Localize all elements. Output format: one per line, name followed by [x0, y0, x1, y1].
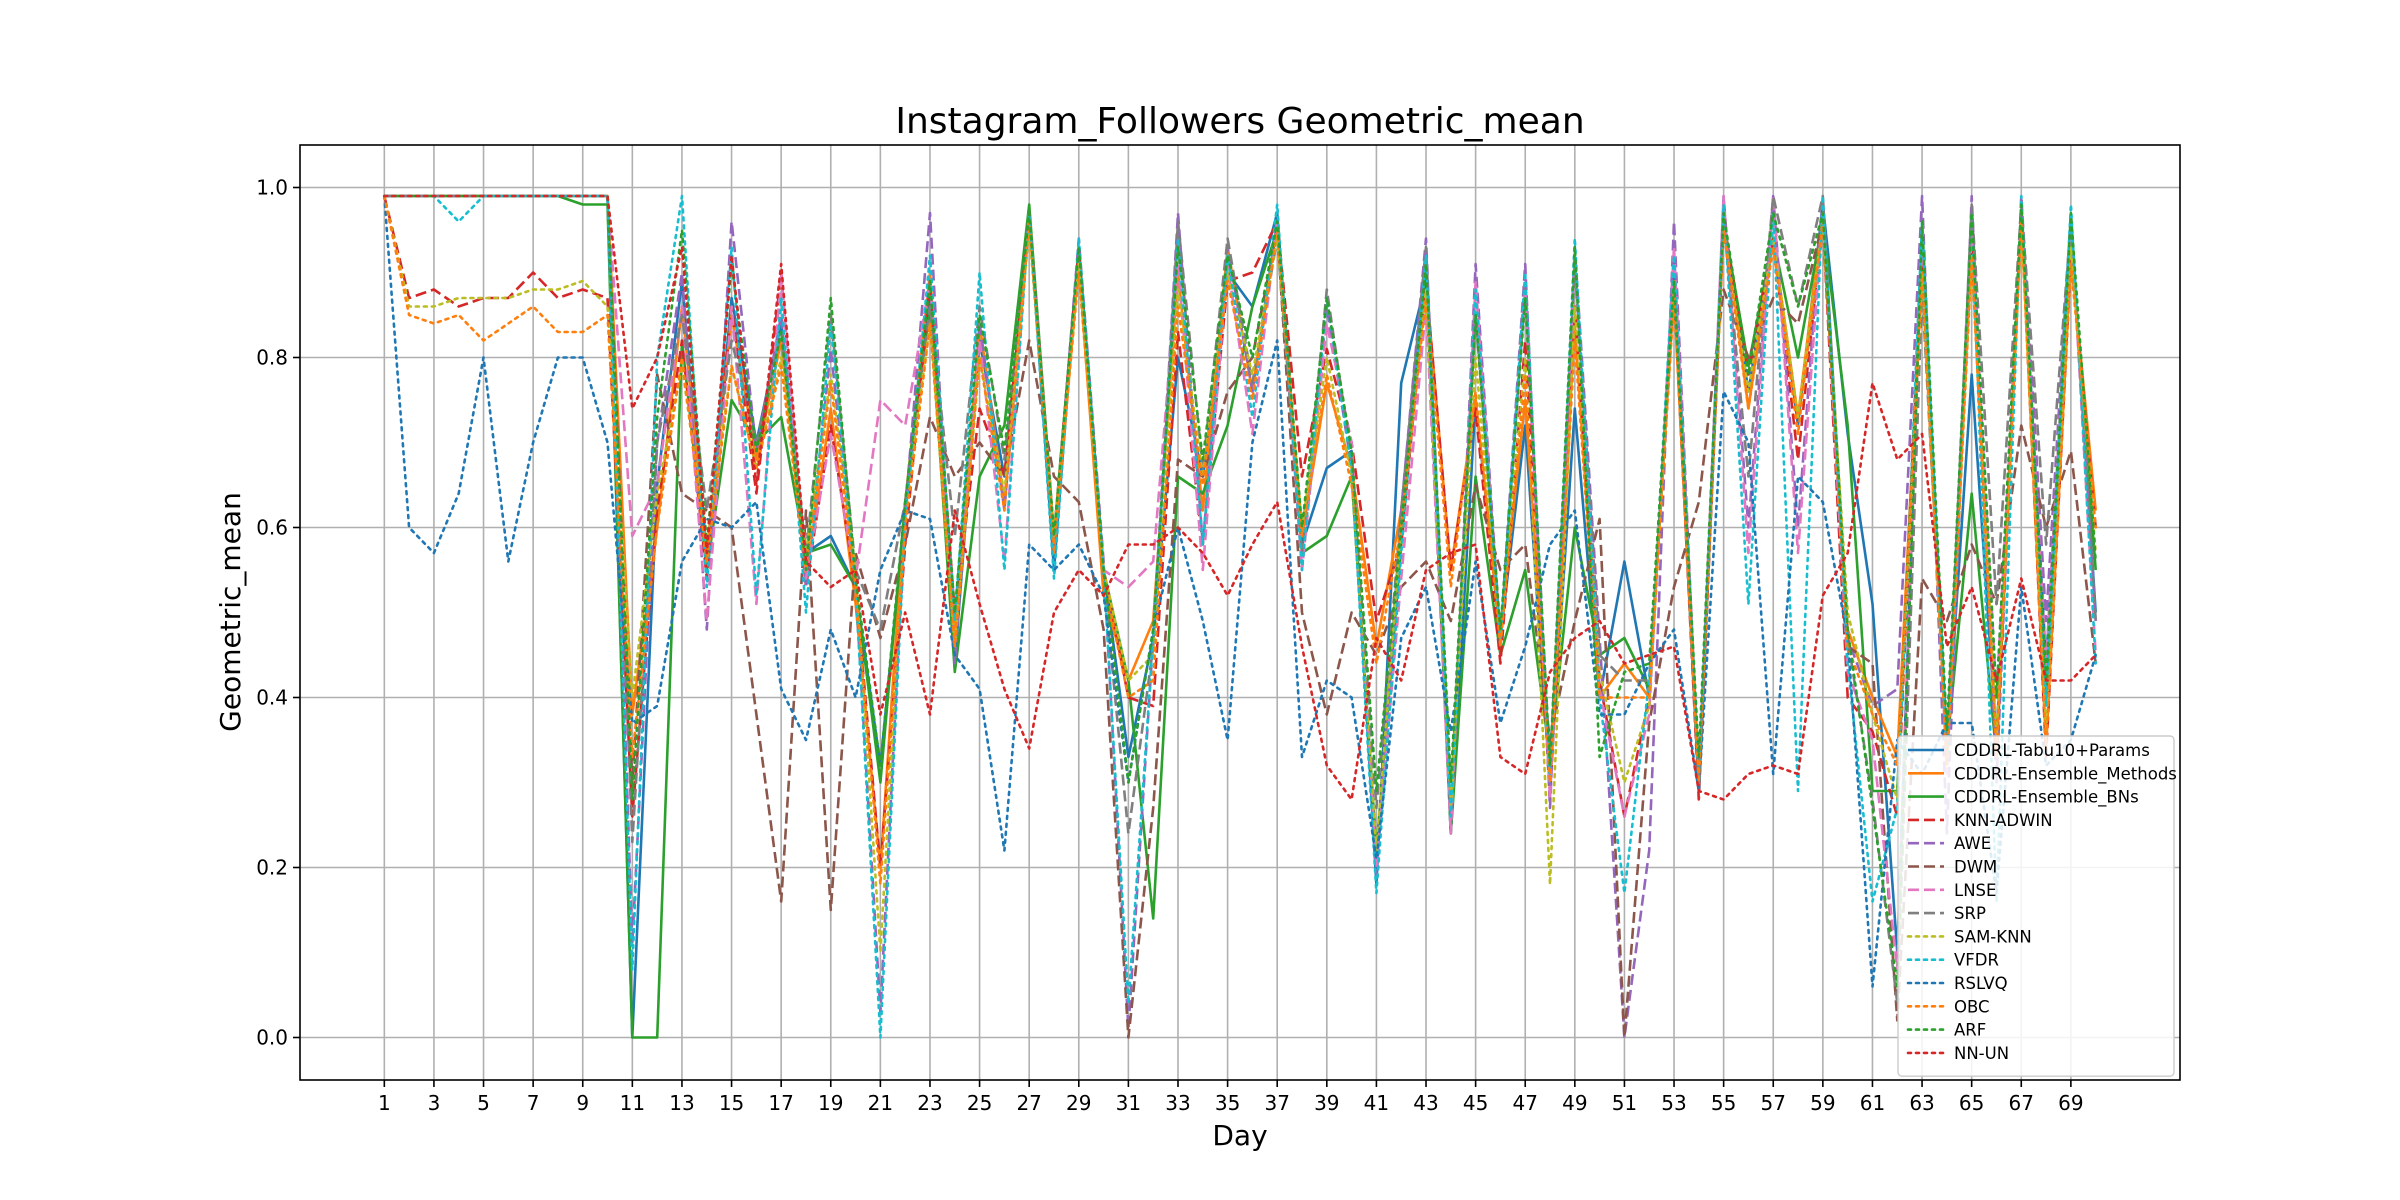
legend-label: NN-UN [1954, 1044, 2009, 1063]
x-tick-label: 11 [620, 1091, 645, 1115]
x-tick-label: 67 [2009, 1091, 2034, 1115]
x-axis-ticks: 1 3 5 7 9 11 13 15 17 19 21 23 25 27 29 31 33 35 37 39 41 43 4… [378, 1080, 2084, 1115]
x-tick-label: 63 [1909, 1091, 1934, 1115]
x-tick-label: 19 [818, 1091, 843, 1115]
x-tick-label: 3 [428, 1091, 441, 1115]
legend-box [1897, 735, 2175, 1077]
series-line-sam-knn [382, 194, 2097, 954]
x-tick-label: 49 [1562, 1091, 1587, 1115]
x-tick-label: 55 [1711, 1091, 1736, 1115]
legend-label: RSLVQ [1954, 974, 2008, 993]
x-tick-label: 57 [1761, 1091, 1786, 1115]
legend-label: ARF [1954, 1021, 1986, 1040]
x-tick-label: 31 [1116, 1091, 1141, 1115]
x-tick-label: 69 [2058, 1091, 2083, 1115]
series-line-arf [382, 194, 2097, 988]
x-tick-label: 37 [1264, 1091, 1289, 1115]
x-tick-label: 43 [1413, 1091, 1438, 1115]
x-tick-label: 59 [1810, 1091, 1835, 1115]
x-tick-label: 51 [1612, 1091, 1637, 1115]
series-line-knn-adwin [383, 195, 2097, 869]
series-line-srp [384, 194, 2097, 1005]
legend-label: CDDRL-Ensemble_Methods [1954, 764, 2177, 784]
y-tick-label: 0.2 [256, 856, 288, 880]
x-tick-label: 5 [477, 1091, 490, 1115]
series-line-nn-un [382, 194, 2097, 801]
x-tick-label: 33 [1165, 1091, 1190, 1115]
chart-title: Instagram_Followers Geometric_mean [895, 101, 1584, 142]
x-tick-label: 25 [967, 1091, 992, 1115]
series-line-dwm [384, 194, 2097, 1039]
y-axis-label: Geometric_mean [214, 492, 247, 732]
legend: CDDRL-Tabu10+Params CDDRL-Ensemble_Method… [1897, 735, 2177, 1077]
series-line-awe [384, 194, 2097, 1039]
x-tick-label: 9 [576, 1091, 589, 1115]
legend-label: DWM [1954, 858, 1997, 877]
x-tick-label: 7 [527, 1091, 540, 1115]
legend-label: CDDRL-Ensemble_BNs [1954, 788, 2139, 808]
y-tick-label: 0.4 [256, 686, 288, 710]
x-tick-label: 39 [1314, 1091, 1339, 1115]
y-tick-label: 0.6 [256, 516, 288, 540]
plot-frame [299, 144, 2181, 1081]
legend-label: AWE [1954, 834, 1991, 853]
legend-label: LNSE [1954, 881, 1996, 900]
legend-label: VFDR [1954, 951, 1999, 970]
x-tick-label: 29 [1066, 1091, 1091, 1115]
x-tick-label: 41 [1364, 1091, 1389, 1115]
legend-label: SAM-KNN [1954, 927, 2032, 946]
x-tick-label: 53 [1661, 1091, 1686, 1115]
series-line-obc [382, 194, 2097, 886]
y-tick-label: 0.0 [256, 1026, 288, 1050]
series-line-cddrl-ensemble-bns [384, 194, 2097, 1039]
x-tick-label: 45 [1463, 1091, 1488, 1115]
x-tick-label: 1 [378, 1091, 391, 1115]
series-lines [382, 194, 2097, 1039]
x-tick-label: 61 [1860, 1091, 1885, 1115]
y-tick-label: 1.0 [256, 176, 288, 200]
legend-label: OBC [1954, 997, 1990, 1016]
x-tick-label: 23 [917, 1091, 942, 1115]
x-tick-label: 35 [1215, 1091, 1240, 1115]
y-tick-label: 0.8 [256, 346, 288, 370]
x-tick-label: 17 [768, 1091, 793, 1115]
series-line-lnse [384, 194, 2097, 971]
x-tick-label: 47 [1512, 1091, 1537, 1115]
series-line-rslvq [382, 194, 2097, 988]
x-axis-label: Day [1212, 1119, 1267, 1152]
x-tick-label: 27 [1016, 1091, 1041, 1115]
legend-label: KNN-ADWIN [1954, 811, 2053, 830]
x-tick-label: 65 [1959, 1091, 1984, 1115]
legend-label: SRP [1954, 904, 1986, 923]
x-tick-label: 21 [868, 1091, 893, 1115]
y-axis-ticks: 0.0 0.2 0.4 0.6 0.8 1.0 [256, 176, 300, 1050]
x-tick-label: 15 [719, 1091, 744, 1115]
x-tick-label: 13 [669, 1091, 694, 1115]
legend-label: CDDRL-Tabu10+Params [1954, 741, 2150, 760]
